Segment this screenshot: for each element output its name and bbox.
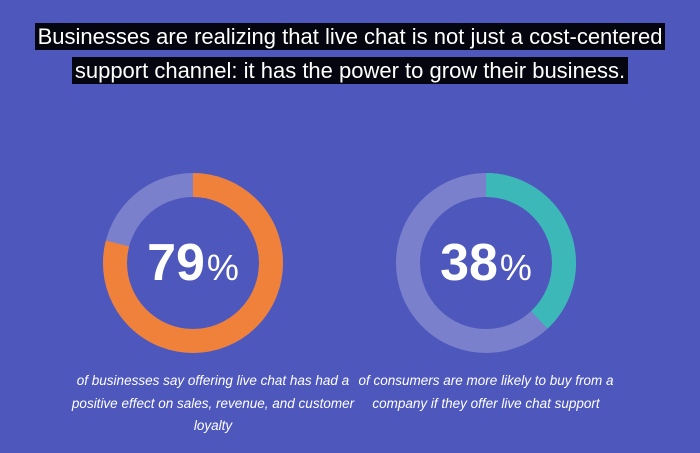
stat-unit: % [206,247,239,288]
stat-unit: % [499,247,532,288]
stat-value: 38 [440,234,498,292]
donut-chart-1: 79% [103,173,283,353]
stat-caption: of consumers are more likely to buy from… [358,373,614,411]
donut-value-arc [103,173,283,353]
donut-value-arc [396,173,576,353]
headline: Businesses are realizing that live chat … [0,20,700,88]
donut-svg-1 [103,173,283,353]
donut-chart-2: 38% [396,173,576,353]
headline-text: Businesses are realizing that live chat … [34,23,666,84]
stat-caption: of businesses say offering live chat has… [71,373,355,433]
donut-svg-2 [396,173,576,353]
stat-value: 79 [147,234,205,292]
donut-label: 38% [396,173,576,353]
donut-label: 79% [103,173,283,353]
